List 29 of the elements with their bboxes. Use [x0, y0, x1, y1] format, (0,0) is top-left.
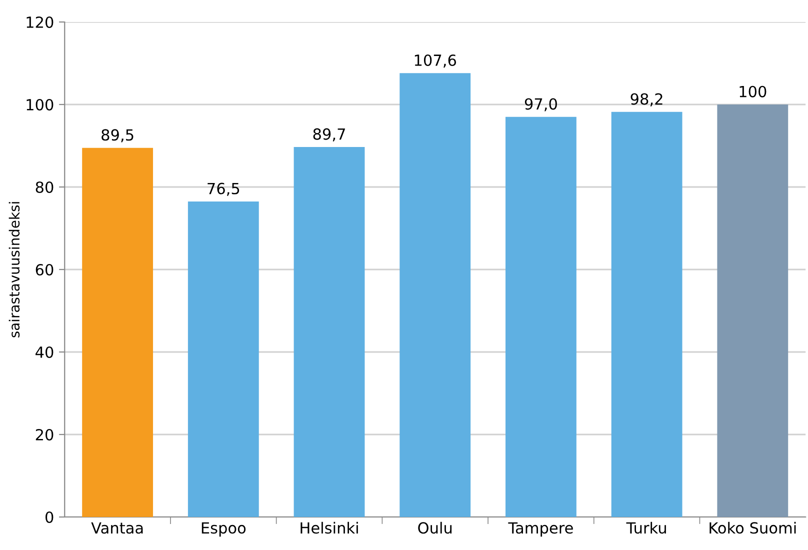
x-tick-label: Koko Suomi	[710, 522, 796, 534]
x-tick-label: Turku	[626, 522, 666, 534]
x-tick-label: Espoo	[202, 522, 246, 537]
x-tick-label: Oulu	[418, 522, 452, 534]
y-tick-label: 20	[36, 428, 54, 441]
x-tick-label: Tampere	[508, 522, 573, 537]
y-tick-label: 100	[26, 98, 54, 111]
data-label: 100	[740, 86, 766, 98]
y-axis-title: sairastavuusindeksi	[8, 202, 20, 338]
y-tick-label: 80	[36, 181, 54, 194]
y-tick-label: 120	[26, 16, 54, 28]
bar	[188, 201, 259, 517]
bar	[505, 116, 576, 517]
data-label: 97,0	[524, 98, 557, 112]
data-label: 98,2	[630, 93, 662, 106]
y-tick-label: 40	[36, 346, 54, 358]
x-tick-label: Vantaa	[91, 522, 143, 534]
x-tick-label: Helsinki	[300, 522, 358, 534]
data-label: 89,7	[313, 128, 345, 142]
bar	[717, 104, 788, 517]
bar	[400, 73, 471, 517]
data-label: 76,5	[208, 182, 240, 196]
bar	[82, 148, 154, 517]
y-tick-label: 0	[46, 511, 54, 524]
data-label: 89,5	[102, 129, 134, 142]
bar	[611, 112, 682, 517]
bar	[294, 146, 365, 517]
data-label: 107,6	[414, 54, 456, 68]
y-tick-label: 60	[36, 264, 54, 276]
